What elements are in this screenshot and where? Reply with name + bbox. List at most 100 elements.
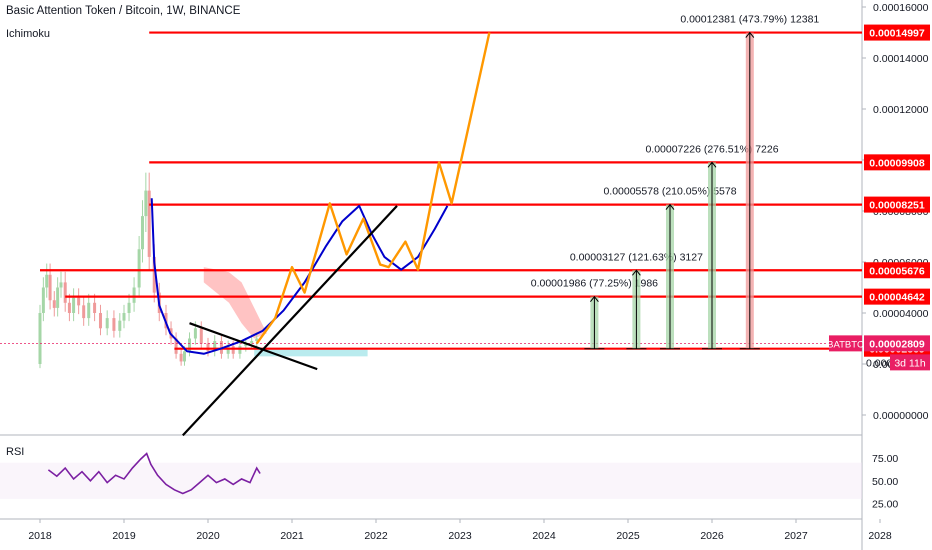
candle-body <box>38 313 42 364</box>
candle-body <box>238 346 242 354</box>
rsi-tick-label: 75.00 <box>872 453 898 465</box>
trendline-down <box>189 322 318 371</box>
x-tick-label: 2025 <box>616 530 640 542</box>
candle-body <box>118 320 122 331</box>
grid <box>0 0 863 550</box>
candle-body <box>179 353 183 362</box>
current-price-label: 0.00002809 <box>869 338 925 350</box>
candle-body <box>77 297 81 306</box>
x-tick-label: 2023 <box>448 530 472 542</box>
target-label: 0.00012381 (473.79%) 12381 <box>680 14 819 26</box>
candle-body <box>226 346 230 354</box>
level-badge <box>864 24 930 41</box>
candle-body <box>56 287 60 308</box>
candle-body <box>127 302 131 313</box>
countdown-label: 3d 11h <box>894 357 925 369</box>
trendline-up <box>181 205 398 437</box>
candle-body <box>87 302 91 319</box>
candle-body <box>72 297 76 313</box>
target-label: 0.00005578 (210.05%) 5578 <box>603 186 736 198</box>
candle-body <box>182 351 186 362</box>
rsi-line <box>47 452 261 495</box>
x-tick-label: 2018 <box>28 530 52 542</box>
countdown-badge <box>890 354 930 371</box>
candle-body <box>137 249 141 288</box>
candle-body <box>45 274 49 288</box>
candle-body <box>132 287 136 303</box>
target-arrow <box>632 269 641 276</box>
x-tick-label: 2022 <box>364 530 388 542</box>
candle-body <box>199 328 203 344</box>
candle-body <box>48 274 52 301</box>
target-label: 0.00007226 (276.51%) 7226 <box>645 143 778 155</box>
candle-body <box>188 338 192 352</box>
level-badge <box>864 288 930 305</box>
candle-body <box>41 287 45 313</box>
target-arrow <box>707 161 717 168</box>
x-tick-label: 2028 <box>868 530 892 542</box>
ticker-badge <box>829 335 862 352</box>
x-tick-label: 2019 <box>112 530 136 542</box>
level-badge-label: 0.00004642 <box>869 292 925 304</box>
x-tick-label: 2026 <box>700 530 724 542</box>
candle-body <box>82 305 86 319</box>
candle-body <box>105 318 109 329</box>
current-price-badge <box>864 335 930 352</box>
candle-body <box>193 328 197 339</box>
cloud-area <box>203 267 267 339</box>
level-badge-label: 0.00009908 <box>869 157 925 169</box>
candle-body <box>122 313 126 321</box>
candle-body <box>255 338 259 342</box>
level-badge <box>864 262 930 279</box>
target-arrow <box>590 295 599 302</box>
level-badge-label: 0.00008251 <box>869 200 925 212</box>
candle-body <box>67 302 71 313</box>
candle-body <box>52 300 56 308</box>
target-label: 0.00001986 (77.25%) 1986 <box>531 278 658 290</box>
y-tick-label: 0.00016000 <box>873 2 929 14</box>
chart-title: Basic Attention Token / Bitcoin, 1W, BIN… <box>6 5 241 17</box>
y-tick-label: 0.00000000 <box>873 410 929 422</box>
level-badge <box>864 196 930 213</box>
candle-body <box>59 282 63 288</box>
x-tick-label: 2020 <box>196 530 220 542</box>
candle-body <box>93 302 97 313</box>
target-arrow <box>665 203 675 210</box>
rsi-tick-label: 50.00 <box>872 476 898 488</box>
level-badge-label: 0.00014997 <box>869 28 925 40</box>
target-label: 0.00003127 (121.63%) 3127 <box>570 251 703 263</box>
x-tick-label: 2024 <box>532 530 556 542</box>
candle-body <box>244 343 248 347</box>
candle-body <box>144 190 148 217</box>
price-badges: 0.00014997 0.00009908 0.00008251 0.00005676… <box>827 24 930 371</box>
ichimoku-cloud <box>203 267 368 357</box>
candle-body <box>140 216 144 250</box>
ticker-badge-label: BATBTC <box>827 339 864 350</box>
candle-body <box>213 341 217 352</box>
rsi-label[interactable]: RSI <box>6 446 25 458</box>
candle-body <box>231 346 235 354</box>
target-arrow <box>745 31 755 38</box>
y-tick-label: 0.00014000 <box>873 53 929 65</box>
long-position-box <box>254 348 368 357</box>
candle-body <box>63 282 67 303</box>
candle-body <box>98 313 102 329</box>
rsi-tick-label: 25.00 <box>872 498 898 510</box>
candle-body <box>174 338 178 354</box>
candle-body <box>152 256 156 293</box>
indicator-label[interactable]: Ichimoku <box>6 28 51 40</box>
rsi-pane: 75.00 50.00 25.00 <box>0 452 898 510</box>
y-tick-label: 0.00004000 <box>873 308 929 320</box>
candle-body <box>147 190 151 257</box>
rsi-band <box>0 462 862 499</box>
level-badge <box>864 154 930 171</box>
drawings <box>150 32 491 437</box>
candle-body <box>250 341 254 344</box>
candle-body <box>112 318 116 331</box>
projection-path <box>255 32 491 345</box>
target-measures: 0.00001986 (77.25%) 1986 0.00003127 (121.… <box>531 14 819 350</box>
cup-curve <box>150 198 449 355</box>
y-tick-label: 0.00012000 <box>873 104 929 116</box>
x-tick-label: 2021 <box>280 530 304 542</box>
